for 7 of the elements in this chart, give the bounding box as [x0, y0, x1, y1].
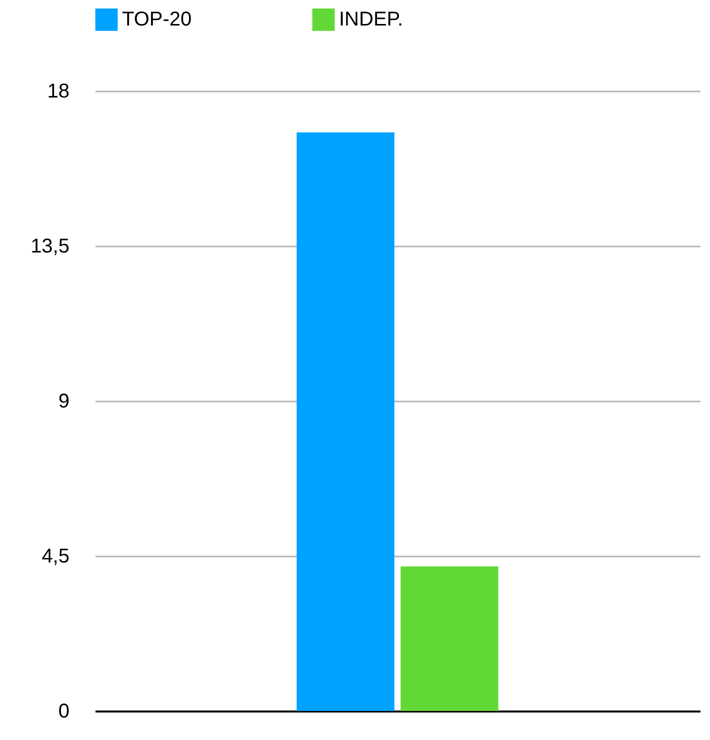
legend-label: TOP-20 — [122, 8, 192, 31]
y-tick-label: 13,5 — [30, 236, 70, 258]
legend-label: INDEP. — [339, 8, 404, 31]
y-tick-label: 0 — [58, 700, 70, 722]
y-tick-label: 18 — [47, 80, 70, 102]
y-tick-label: 4,5 — [42, 546, 70, 568]
y-tick-label: 9 — [58, 390, 70, 412]
